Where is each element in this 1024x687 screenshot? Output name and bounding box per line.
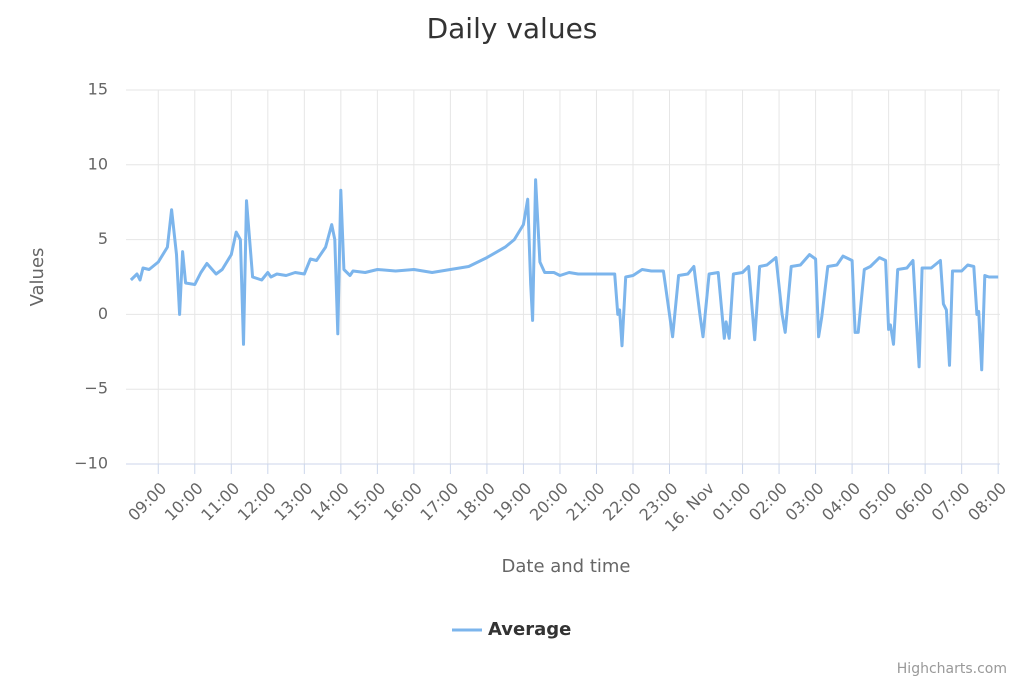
y-tick-label: 10 — [88, 154, 108, 173]
x-tick-label: 03:00 — [782, 479, 828, 525]
x-tick-label: 01:00 — [709, 479, 755, 525]
x-tick-label: 05:00 — [855, 479, 901, 525]
y-tick-label: 15 — [88, 80, 108, 99]
x-tick-label: 12:00 — [234, 479, 280, 525]
x-tick-label: 09:00 — [124, 479, 170, 525]
x-axis-title: Date and time — [502, 556, 631, 577]
x-tick-label: 13:00 — [270, 479, 316, 525]
x-tick-label: 19:00 — [489, 479, 535, 525]
y-tick-label: 5 — [98, 229, 108, 248]
x-tick-label: 15:00 — [343, 479, 389, 525]
chart-title: Daily values — [427, 12, 598, 45]
x-tick-label: 20:00 — [526, 479, 572, 525]
x-tick-label: 18:00 — [453, 479, 499, 525]
y-axis-title: Values — [27, 248, 48, 307]
x-tick-label: 04:00 — [818, 479, 864, 525]
x-tick-label: 07:00 — [928, 479, 974, 525]
y-tick-label: 0 — [98, 304, 108, 323]
y-tick-label: −5 — [84, 379, 108, 398]
y-tick-label: −10 — [74, 454, 108, 473]
x-tick-label: 02:00 — [745, 479, 791, 525]
x-tick-label: 16:00 — [380, 479, 426, 525]
series-line — [129, 178, 999, 372]
x-tick-label: 14:00 — [307, 479, 353, 525]
legend-label[interactable]: Average — [488, 619, 571, 640]
x-tick-label: 08:00 — [964, 479, 1010, 525]
x-tick-label: 22:00 — [599, 479, 645, 525]
x-tick-label: 10:00 — [161, 479, 207, 525]
x-tick-label: 06:00 — [891, 479, 937, 525]
credits: Highcharts.com — [897, 661, 1007, 677]
x-tick-label: 21:00 — [562, 479, 608, 525]
x-tick-label: 11:00 — [197, 479, 243, 525]
x-tick-label: 17:00 — [416, 479, 462, 525]
